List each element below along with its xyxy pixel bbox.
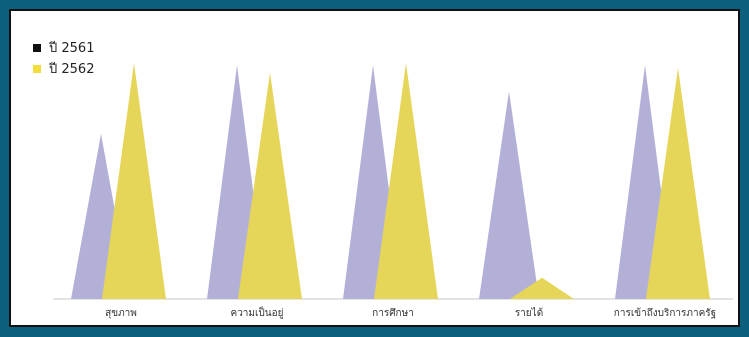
legend: ปี 2561 ปี 2562	[33, 37, 94, 79]
legend-label-2562: ปี 2562	[49, 62, 95, 77]
legend-swatch-2562	[33, 64, 41, 73]
series-1-mark-2	[374, 63, 438, 299]
chart-panel: สุขภาพ ความเป็นอยู่ การศึกษา รายได้ การเข้าถ…	[9, 9, 740, 327]
x-tick-label-3: รายได้	[515, 307, 543, 319]
series-0-mark-3	[479, 91, 539, 299]
x-tick-label-2: การศึกษา	[372, 307, 414, 319]
legend-label-2561: ปี 2561	[49, 41, 95, 56]
series-1-mark-0	[102, 63, 166, 299]
series-1-mark-4	[646, 67, 710, 299]
x-tick-label-0: สุขภาพ	[105, 308, 137, 319]
legend-item-2561: ปี 2561	[33, 37, 94, 58]
series-1-mark-3	[510, 277, 574, 299]
legend-swatch-2561	[33, 43, 41, 52]
chart-svg: สุขภาพ ความเป็นอยู่ การศึกษา รายได้ การเข้าถ…	[53, 63, 733, 319]
legend-item-2562: ปี 2562	[33, 58, 94, 79]
x-tick-label-4: การเข้าถึงบริการภาครัฐ	[614, 307, 716, 319]
series-1-mark-1	[238, 72, 302, 299]
x-tick-label-1: ความเป็นอยู่	[231, 305, 284, 319]
